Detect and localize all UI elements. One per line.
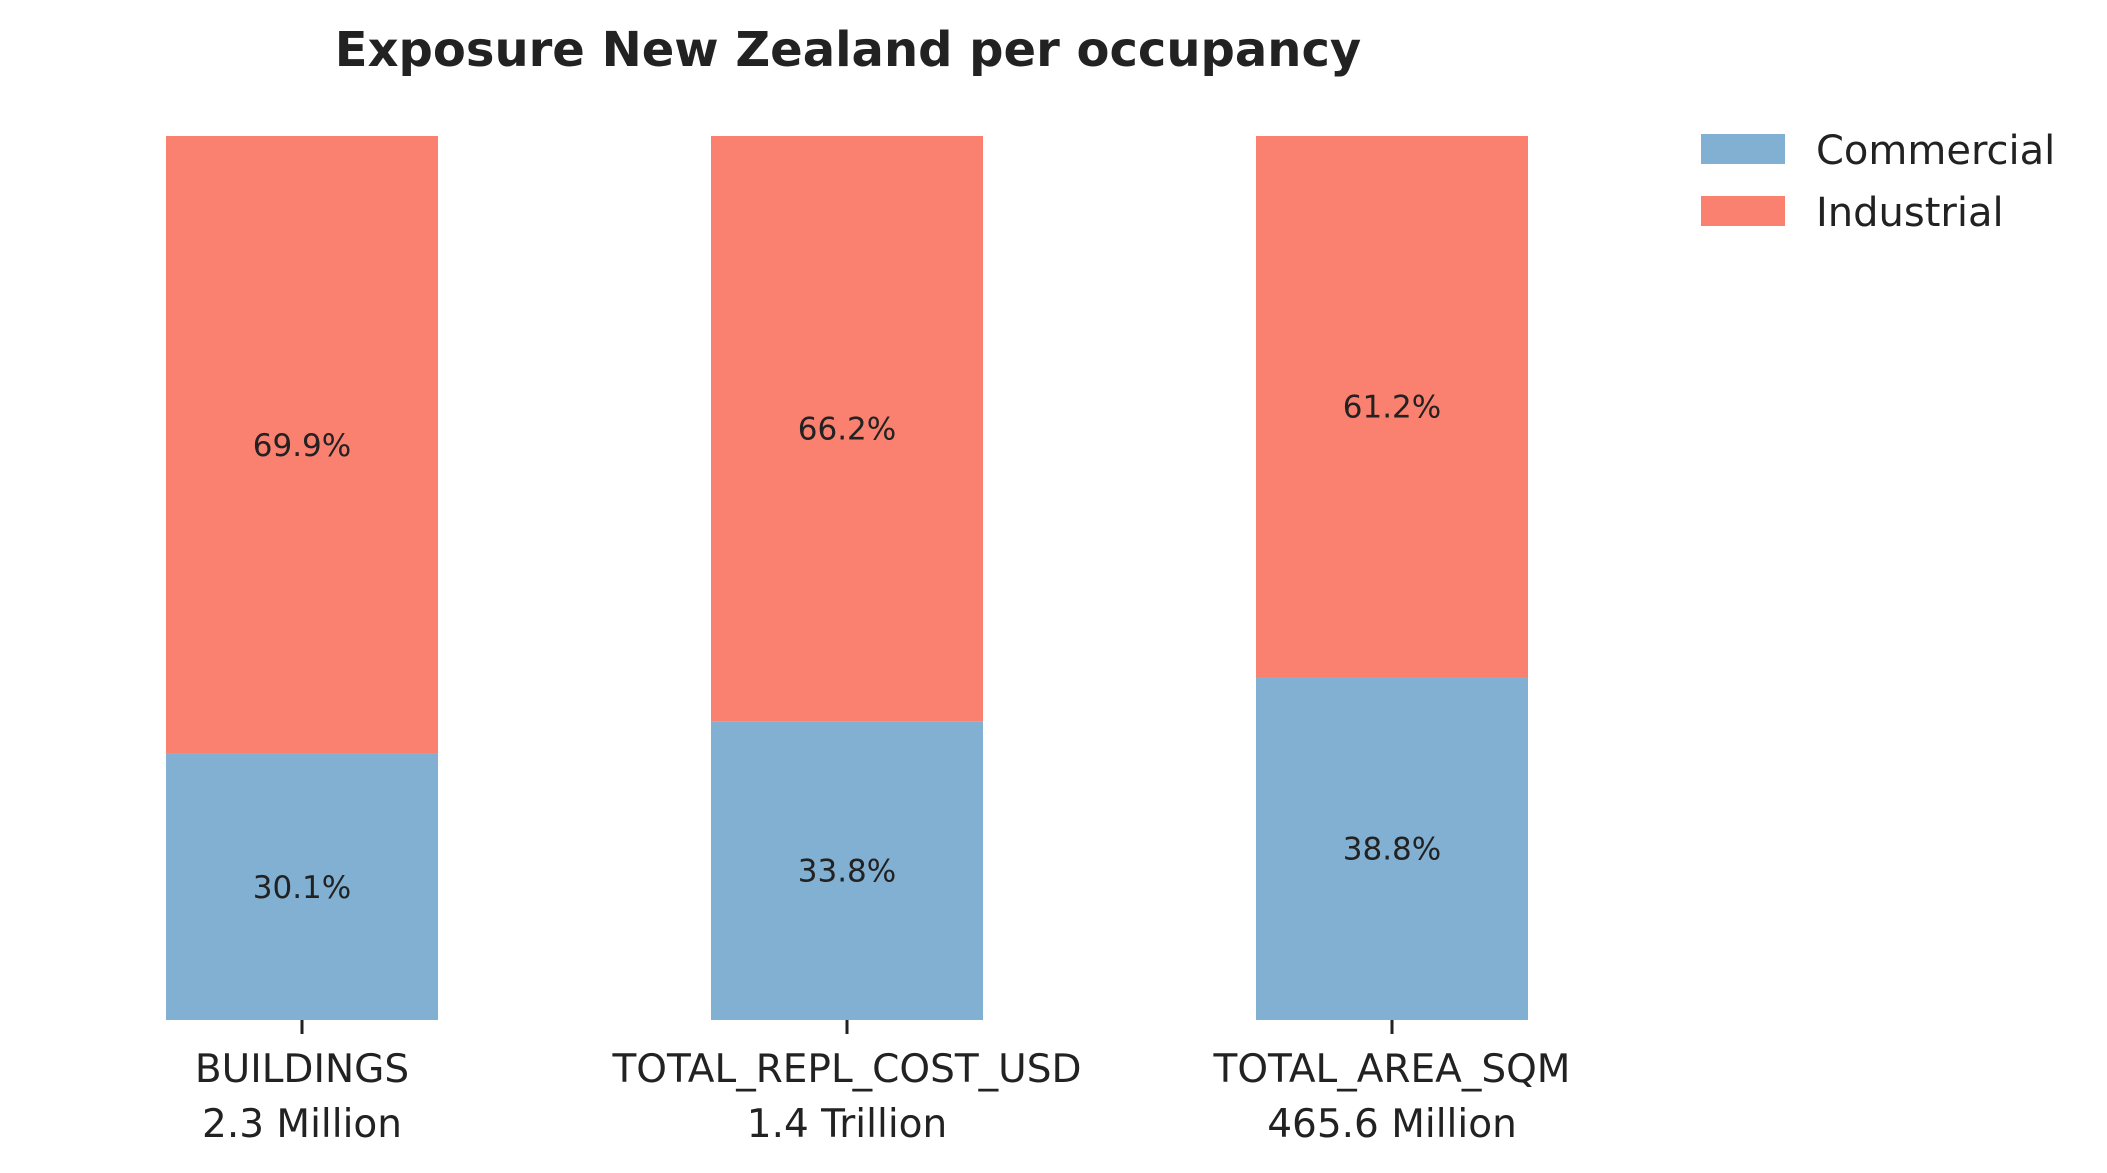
x-axis: BUILDINGS 2.3 Million TOTAL_REPL_COST_USD 1… <box>195 1020 1571 1147</box>
bar-commercial-1 <box>166 753 438 1020</box>
data-label-commercial-1: 30.1% <box>253 870 351 906</box>
legend: Commercial Industrial <box>1701 128 2055 236</box>
data-label-industrial-2: 66.2% <box>798 412 896 448</box>
legend-swatch-commercial <box>1701 134 1785 164</box>
x-tick-label-3: TOTAL_AREA_SQM <box>1213 1047 1571 1092</box>
data-label-industrial-1: 69.9% <box>253 428 351 464</box>
bar-commercial-2 <box>711 721 983 1020</box>
legend-swatch-industrial <box>1701 196 1785 226</box>
bars-layer <box>166 136 1528 1020</box>
chart-title: Exposure New Zealand per occupancy <box>335 22 1361 78</box>
data-labels-layer: 30.1% 69.9% 33.8% 66.2% 38.8% 61.2% <box>253 390 1441 906</box>
x-tick-label-1: BUILDINGS <box>195 1047 409 1092</box>
bar-industrial-2 <box>711 136 983 722</box>
data-label-commercial-3: 38.8% <box>1343 832 1441 868</box>
x-tick-label-2: TOTAL_REPL_COST_USD <box>611 1047 1081 1092</box>
bar-commercial-3 <box>1256 677 1528 1020</box>
bar-industrial-3 <box>1256 136 1528 678</box>
x-tick-total-1: 2.3 Million <box>202 1102 402 1147</box>
data-label-industrial-3: 61.2% <box>1343 390 1441 426</box>
legend-label-industrial: Industrial <box>1816 190 2004 236</box>
bar-industrial-1 <box>166 136 438 754</box>
data-label-commercial-2: 33.8% <box>798 854 896 890</box>
x-tick-total-2: 1.4 Trillion <box>747 1102 947 1147</box>
x-tick-total-3: 465.6 Million <box>1267 1102 1517 1147</box>
legend-label-commercial: Commercial <box>1816 128 2055 174</box>
